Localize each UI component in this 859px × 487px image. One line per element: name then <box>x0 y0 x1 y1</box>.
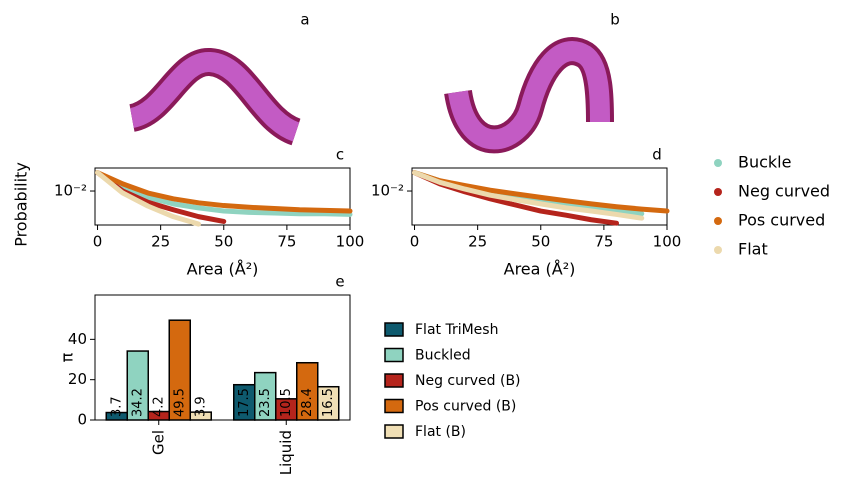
x-tick-label: 25 <box>151 233 170 251</box>
legend-label: Neg curved (B) <box>415 373 521 389</box>
legend-swatch <box>385 425 403 438</box>
value-label: 16.5 <box>321 388 336 417</box>
y-tick-label: 0 <box>77 411 87 429</box>
membrane-a <box>132 62 296 132</box>
x-axis-label: Area (Å²) <box>187 260 259 279</box>
panel-label: b <box>610 11 620 29</box>
value-label: 23.5 <box>258 388 273 417</box>
legend-label: Neg curved <box>738 182 830 201</box>
y-axis-label: Probability <box>12 162 31 247</box>
legend-label: Buckle <box>738 153 791 172</box>
value-label: 49.5 <box>172 388 187 417</box>
legend-label: Pos curved <box>738 211 825 230</box>
x-tick-label: 100 <box>336 233 365 251</box>
panel-label: c <box>336 146 344 164</box>
x-tick-label: 0 <box>410 233 420 251</box>
panel-label: d <box>652 146 662 164</box>
legend-label: Pos curved (B) <box>415 399 516 415</box>
legend-swatch <box>385 349 403 362</box>
legend-label: Flat <box>738 240 768 259</box>
panel-label: a <box>300 11 309 29</box>
x-tick-label: Gel <box>149 430 167 455</box>
x-tick-label: 50 <box>214 233 233 251</box>
value-label: 17.5 <box>237 388 252 417</box>
legend-label: Flat TriMesh <box>415 322 498 338</box>
y-tick-label: 40 <box>68 330 87 348</box>
figure: a b c 10⁻² Probability 0 25 50 75 100 Area (Å²) B… <box>0 0 859 487</box>
x-tick-label: 0 <box>93 233 103 251</box>
legend-swatch <box>385 374 403 387</box>
legend-marker <box>714 159 722 167</box>
legend-marker <box>714 188 722 196</box>
y-axis-label: π <box>58 352 77 362</box>
panel-label: e <box>335 273 344 291</box>
x-tick-label: 75 <box>277 233 296 251</box>
x-tick-label: Liquid <box>277 430 295 475</box>
membrane-b <box>458 51 600 139</box>
x-axis-label: Area (Å²) <box>504 260 576 279</box>
x-tick-label: 100 <box>653 233 682 251</box>
y-tick-label: 10⁻² <box>371 182 404 200</box>
y-tick-label: 10⁻² <box>54 182 87 200</box>
legend-label: Flat (B) <box>415 424 466 440</box>
x-tick-label: 25 <box>468 233 487 251</box>
y-tick-label: 20 <box>68 370 87 388</box>
x-tick-label: 50 <box>531 233 550 251</box>
legend-marker <box>714 217 722 225</box>
legend-marker <box>714 246 722 254</box>
value-label: 3.9 <box>193 396 208 417</box>
value-label: 4.2 <box>151 396 166 417</box>
value-label: 3.7 <box>109 396 124 417</box>
value-label: 10.5 <box>279 388 294 417</box>
value-label: 34.2 <box>130 388 145 417</box>
legend-swatch <box>385 323 403 336</box>
x-tick-label: 75 <box>594 233 613 251</box>
value-label: 28.4 <box>300 388 315 417</box>
legend-label: Buckled <box>415 348 471 364</box>
legend-swatch <box>385 400 403 413</box>
